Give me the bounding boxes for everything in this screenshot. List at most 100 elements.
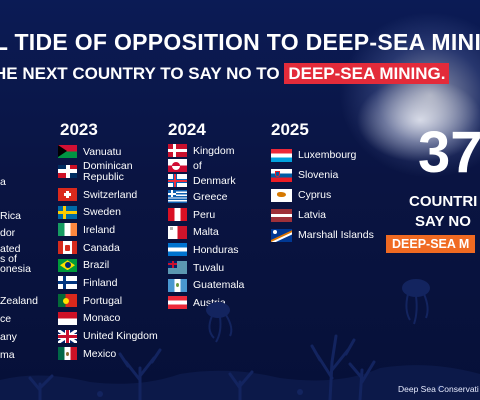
partial-label: a — [0, 176, 6, 188]
peru-flag-icon — [168, 208, 187, 222]
country-row: Brazil — [58, 256, 158, 274]
say-no-label: SAY NO — [415, 213, 471, 230]
honduras-flag-icon — [168, 243, 187, 257]
partial-label: s of — [0, 253, 17, 265]
country-name: Malta — [193, 226, 219, 239]
deep-sea-mining-badge: DEEP-SEA M — [386, 235, 476, 253]
country-row: Cyprus — [271, 185, 374, 205]
canada-flag-icon — [58, 241, 77, 255]
austria-flag-icon — [168, 296, 187, 310]
country-row: Kingdom — [168, 143, 244, 158]
slovenia-flag-icon — [271, 168, 292, 182]
country-row: Luxembourg — [271, 145, 374, 165]
country-name: Denmark — [193, 174, 236, 187]
country-row: Peru — [168, 206, 244, 224]
cyprus-flag-icon — [271, 188, 292, 202]
country-name: Vanuatu — [83, 145, 122, 158]
partial-label: onesia — [0, 263, 31, 275]
latvia-flag-icon — [271, 208, 292, 222]
credit-text: Deep Sea Conservati — [398, 384, 479, 394]
faroe-islands-flag-icon — [168, 174, 187, 187]
country-row: Tuvalu — [168, 259, 244, 277]
marshall-islands-flag-icon — [271, 228, 292, 242]
year-2024-heading: 2024 — [168, 120, 206, 139]
total-countries-label: COUNTRI — [409, 193, 478, 210]
seabed-coral-silhouette — [0, 279, 480, 400]
country-name: Dominican Republic — [83, 159, 133, 183]
country-name: Honduras — [193, 243, 239, 256]
partial-label: Zealand — [0, 295, 38, 307]
deep-sea-mining-highlight: DEEP-SEA MINING. — [284, 63, 450, 84]
country-name: United Kingdom — [83, 330, 158, 343]
switzerland-flag-icon — [58, 188, 77, 202]
headline: BAL TIDE OF OPPOSITION TO DEEP-SEA MINI — [0, 29, 480, 55]
country-name: Tuvalu — [193, 261, 225, 274]
jellyfish-icon — [402, 279, 430, 297]
greece-flag-icon — [168, 190, 187, 204]
country-name: Monaco — [83, 312, 121, 325]
country-name: of — [193, 159, 202, 172]
country-name: Mexico — [83, 347, 117, 360]
country-row: Canada — [58, 239, 158, 257]
finland-flag-icon — [58, 276, 77, 290]
guatemala-flag-icon — [168, 278, 187, 292]
vanuatu-flag-icon — [58, 145, 77, 159]
country-name: Switzerland — [83, 188, 138, 201]
country-name: Cyprus — [298, 189, 332, 201]
year-2025-list: Luxembourg Slovenia Cyprus Latvia Marsha… — [271, 145, 374, 245]
dominican-republic-flag-icon — [58, 164, 77, 178]
country-name-line: Republic — [83, 170, 124, 183]
partial-label: Rica — [0, 210, 22, 222]
mexico-flag-icon — [58, 347, 77, 361]
country-row: Marshall Islands — [271, 225, 374, 245]
partial-label: any — [0, 331, 17, 343]
country-name-line: Dominican — [83, 159, 133, 172]
country-row: Greece — [168, 188, 244, 206]
year-2023-list: Vanuatu Dominican Republic Switzerland — [58, 143, 158, 363]
portugal-flag-icon — [58, 294, 77, 308]
country-name: Greece — [193, 190, 228, 203]
country-row: Dominican Republic — [58, 159, 158, 186]
year-2023-heading: 2023 — [60, 120, 98, 139]
sea-creature-icon — [206, 302, 230, 318]
year-2024-list: Kingdom of Denmark Greece — [168, 143, 244, 312]
ireland-flag-icon — [58, 223, 77, 237]
country-row: Ireland — [58, 221, 158, 239]
country-name: Marshall Islands — [298, 229, 374, 241]
country-name: Slovenia — [298, 169, 339, 181]
country-row: of — [168, 158, 244, 173]
year-2025-heading: 2025 — [271, 120, 309, 139]
country-name: Ireland — [83, 223, 116, 236]
country-row: Mexico — [58, 345, 158, 363]
malta-flag-icon — [168, 225, 187, 239]
subheadline: HE NEXT COUNTRY TO SAY NO TO DEEP-SEA MI… — [0, 63, 450, 84]
country-row: Switzerland — [58, 186, 158, 204]
tuvalu-flag-icon — [168, 261, 187, 275]
country-name: Brazil — [83, 259, 110, 272]
greenland-flag-icon — [168, 159, 187, 172]
country-row: Monaco — [58, 310, 158, 328]
country-row: Latvia — [271, 205, 374, 225]
country-name: Kingdom — [193, 144, 235, 157]
brazil-flag-icon — [58, 258, 77, 272]
partial-label: dor — [0, 227, 16, 239]
country-row: Slovenia — [271, 165, 374, 185]
country-name: Peru — [193, 208, 216, 221]
partial-label: ated — [0, 243, 21, 255]
country-name: Luxembourg — [298, 149, 357, 161]
denmark-flag-icon — [168, 144, 187, 157]
country-name: Finland — [83, 276, 118, 289]
country-row: Malta — [168, 223, 244, 241]
country-row: Denmark — [168, 173, 244, 188]
partial-label: ma — [0, 349, 15, 361]
country-name: Portugal — [83, 294, 123, 307]
country-row: Portugal — [58, 292, 158, 310]
subheadline-text: HE NEXT COUNTRY TO SAY NO TO — [0, 64, 280, 83]
country-name: Guatemala — [193, 279, 245, 292]
country-name: Latvia — [298, 209, 327, 221]
united-kingdom-flag-icon — [58, 329, 77, 343]
partial-label: ce — [0, 313, 12, 325]
country-row: Sweden — [58, 203, 158, 221]
country-name: Canada — [83, 241, 120, 254]
